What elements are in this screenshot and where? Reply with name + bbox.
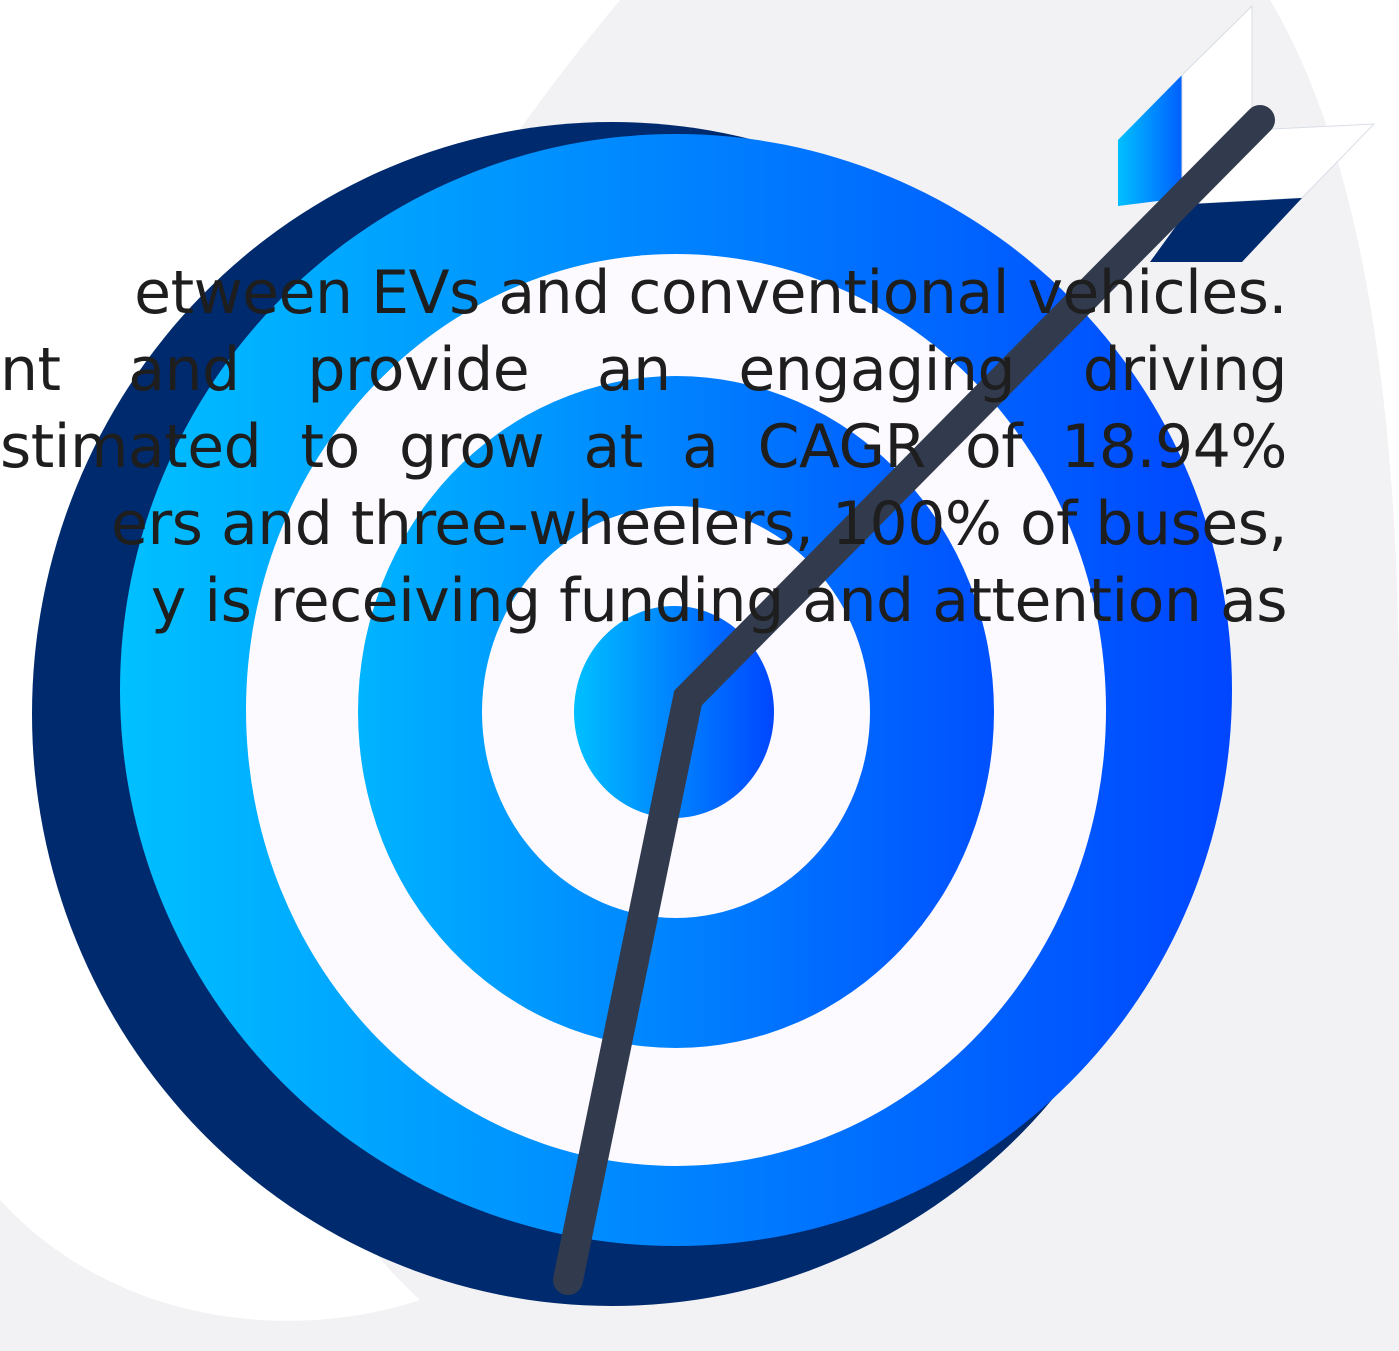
word: driving <box>1082 335 1288 405</box>
word: to <box>300 412 360 482</box>
body-text-block: etween EVs and conventional vehicles. nt… <box>0 255 1288 640</box>
word: 18.94% <box>1061 412 1287 482</box>
arrow-shaft <box>553 105 1275 1295</box>
arrow-fletching <box>1118 4 1376 262</box>
word: grow <box>399 412 545 482</box>
word: provide <box>307 335 530 405</box>
word: at <box>583 412 644 482</box>
word: a <box>682 412 719 482</box>
text-line-5: y is receiving funding and attention as <box>0 563 1288 640</box>
word: an <box>596 335 671 405</box>
word: and <box>128 335 240 405</box>
word: CAGR <box>757 412 927 482</box>
text-line-4-content: ers and three-wheelers, 100% of buses, <box>111 489 1287 559</box>
text-line-1-content: etween EVs and conventional vehicles. <box>134 258 1287 328</box>
word: stimated <box>0 412 262 482</box>
text-line-3: stimated to grow at a CAGR of 18.94% <box>0 409 1287 486</box>
text-line-5-content: y is receiving funding and attention as <box>150 566 1288 636</box>
text-line-2: nt and provide an engaging driving <box>0 332 1287 409</box>
word: of <box>965 412 1022 482</box>
word: engaging <box>738 335 1016 405</box>
text-line-1: etween EVs and conventional vehicles. <box>0 255 1287 332</box>
text-line-4: ers and three-wheelers, 100% of buses, <box>0 486 1287 563</box>
word: nt <box>0 335 61 405</box>
